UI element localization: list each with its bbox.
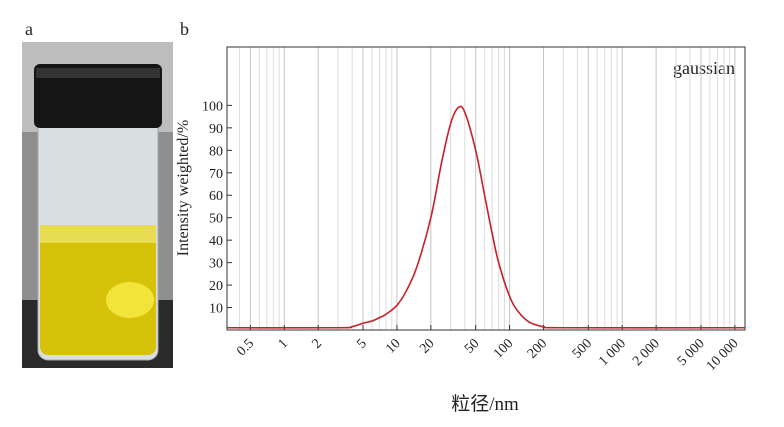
x-tick-label: 5 000: [675, 336, 708, 369]
y-tick-label: 40: [209, 234, 223, 249]
x-tick-label: 2: [309, 336, 325, 352]
vial-photo: [22, 42, 173, 368]
data-line: [226, 105, 746, 329]
y-tick-label: 50: [209, 212, 223, 227]
x-tick-label: 1: [276, 336, 292, 352]
y-axis-label: Intensity weighted/%: [175, 120, 192, 256]
y-tick-label: 20: [209, 279, 223, 294]
x-tick-label: 10: [383, 336, 404, 357]
x-tick-label: 0.5: [234, 336, 257, 359]
plot-frame: [226, 46, 746, 331]
x-tick-label: 2 000: [630, 336, 663, 369]
panel-label: b: [180, 19, 189, 39]
y-tick-label: 10: [209, 302, 223, 317]
y-tick-label: 30: [209, 257, 223, 272]
x-tick-label: 20: [417, 336, 438, 357]
x-tick-label: 50: [462, 336, 483, 357]
x-tick-label: 200: [525, 336, 550, 361]
annotation: gaussian: [673, 58, 735, 78]
x-tick-label: 1 000: [596, 336, 629, 369]
x-tick-label: 5: [354, 336, 370, 352]
panel-label: a: [25, 19, 33, 39]
x-tick-label: 500: [570, 336, 595, 361]
y-tick-label: 100: [202, 99, 223, 114]
y-tick-label: 80: [209, 144, 223, 159]
x-tick-label: 10 000: [704, 336, 742, 374]
y-tick-label: 60: [209, 189, 223, 204]
y-tick-label: 70: [209, 167, 223, 182]
y-tick-label: 90: [209, 122, 223, 137]
x-tick-label: 100: [491, 336, 516, 361]
x-axis-label: 粒径/nm: [451, 393, 519, 415]
